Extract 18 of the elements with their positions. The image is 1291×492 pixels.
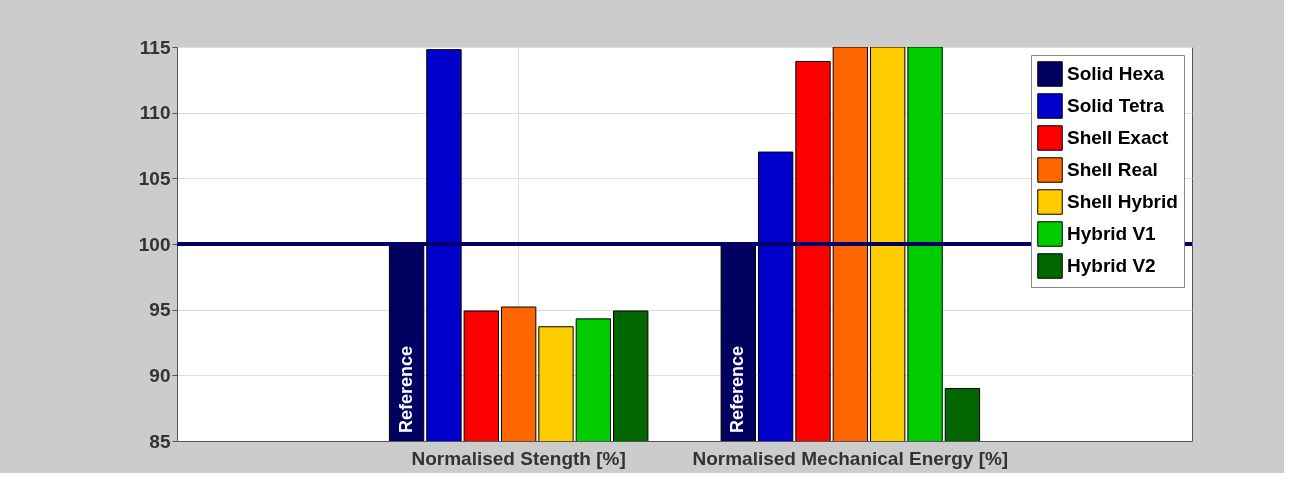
legend-label: Shell Real <box>1067 159 1158 180</box>
legend-label: Shell Exact <box>1067 127 1170 148</box>
x-tick-label: Normalised Stength [%] <box>411 447 626 469</box>
y-tick-label: 100 <box>138 233 171 255</box>
x-tick-label: Normalised Mechanical Energy [%] <box>692 447 1009 469</box>
legend-label: Solid Hexa <box>1067 63 1165 84</box>
annotation: Reference <box>395 345 416 433</box>
legend-label: Shell Hybrid <box>1067 191 1178 212</box>
legend-label: Hybrid V2 <box>1067 255 1156 276</box>
y-tick-label: 95 <box>149 299 171 321</box>
y-tick-label: 105 <box>138 167 171 189</box>
legend-label: Hybrid V1 <box>1067 223 1157 244</box>
annotation: Reference <box>727 345 748 433</box>
y-tick-label: 85 <box>149 430 171 452</box>
legend-label: Solid Tetra <box>1067 95 1165 116</box>
y-tick-label: 110 <box>139 102 171 124</box>
y-tick-label: 90 <box>149 364 171 386</box>
y-tick-label: 115 <box>139 36 171 58</box>
